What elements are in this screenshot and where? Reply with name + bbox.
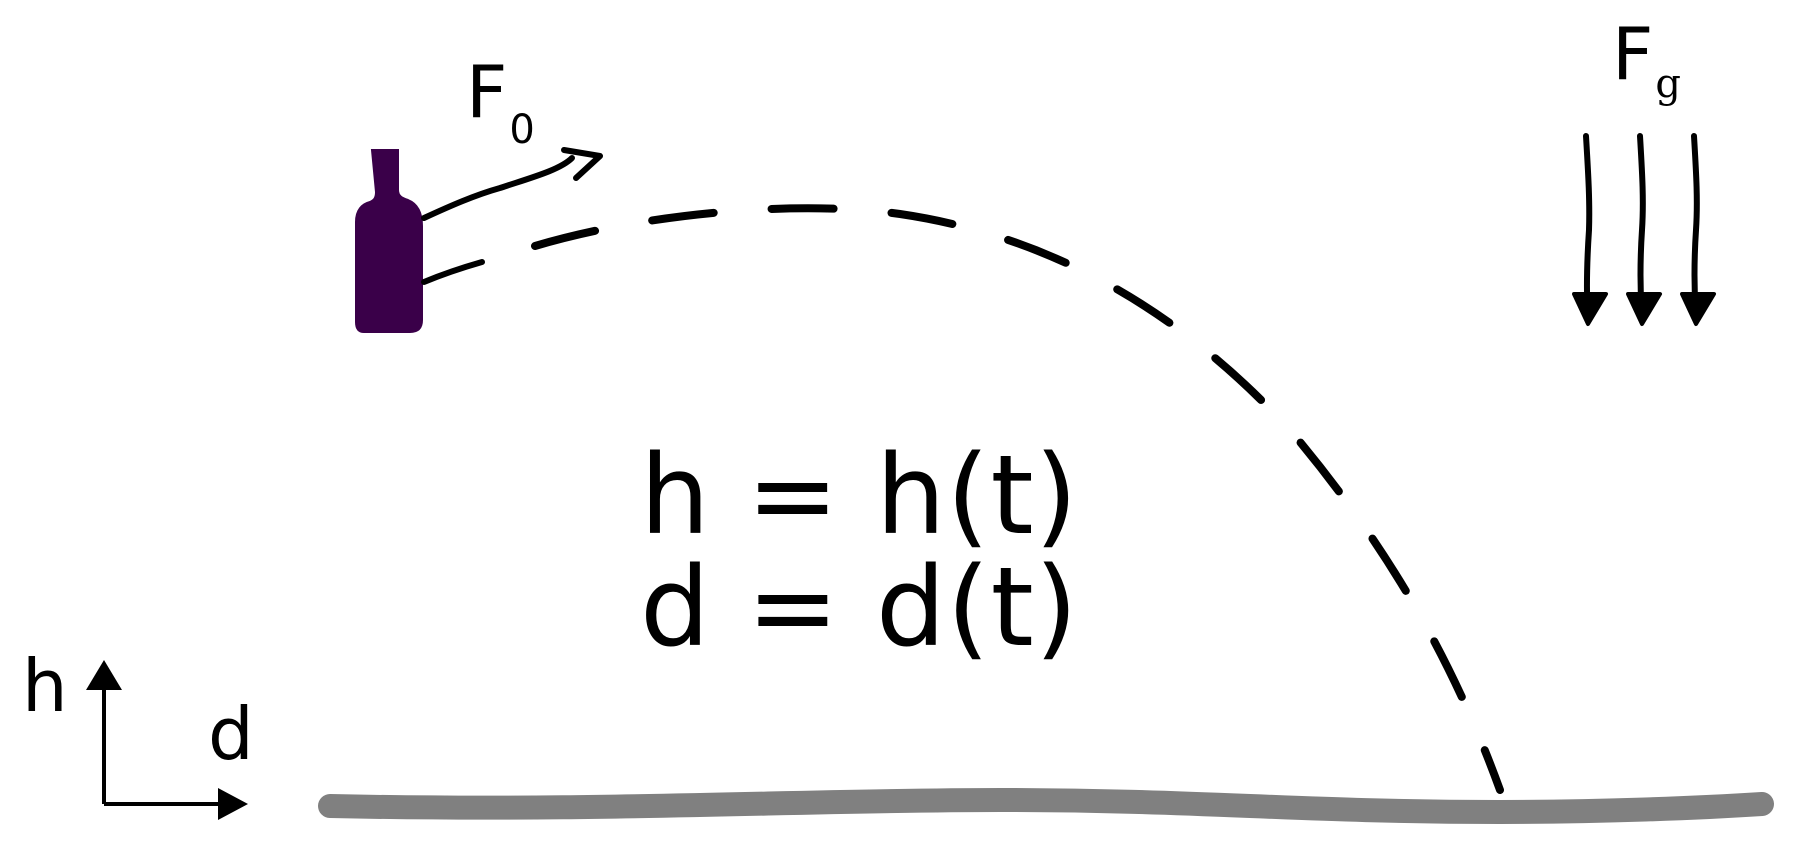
height-equation: h = h(t) [640, 431, 1079, 559]
distance-equation: d = d(t) [640, 543, 1079, 671]
bottle-icon [355, 149, 423, 333]
initial-force-symbol: F [466, 50, 508, 134]
gravity-force-subscript: g [1655, 61, 1682, 107]
gravity-force-label: Fg [1612, 18, 1681, 104]
gravity-arrows [1572, 133, 1716, 326]
ground-line [318, 787, 1774, 825]
trajectory-path [531, 204, 1504, 794]
initial-force-label: F0 [466, 56, 535, 150]
throw-arrow-icon [421, 147, 603, 285]
vertical-axis-label: h [22, 644, 68, 728]
up-arrow-icon [86, 660, 122, 690]
down-arrow-icon [1680, 133, 1716, 326]
horizontal-axis-label: d [208, 692, 254, 776]
down-arrow-icon [1626, 133, 1662, 326]
initial-force-subscript: 0 [509, 107, 535, 153]
coordinate-axes [86, 660, 248, 820]
gravity-force-symbol: F [1612, 12, 1654, 96]
right-arrow-icon [218, 788, 248, 820]
down-arrow-icon [1572, 133, 1608, 326]
